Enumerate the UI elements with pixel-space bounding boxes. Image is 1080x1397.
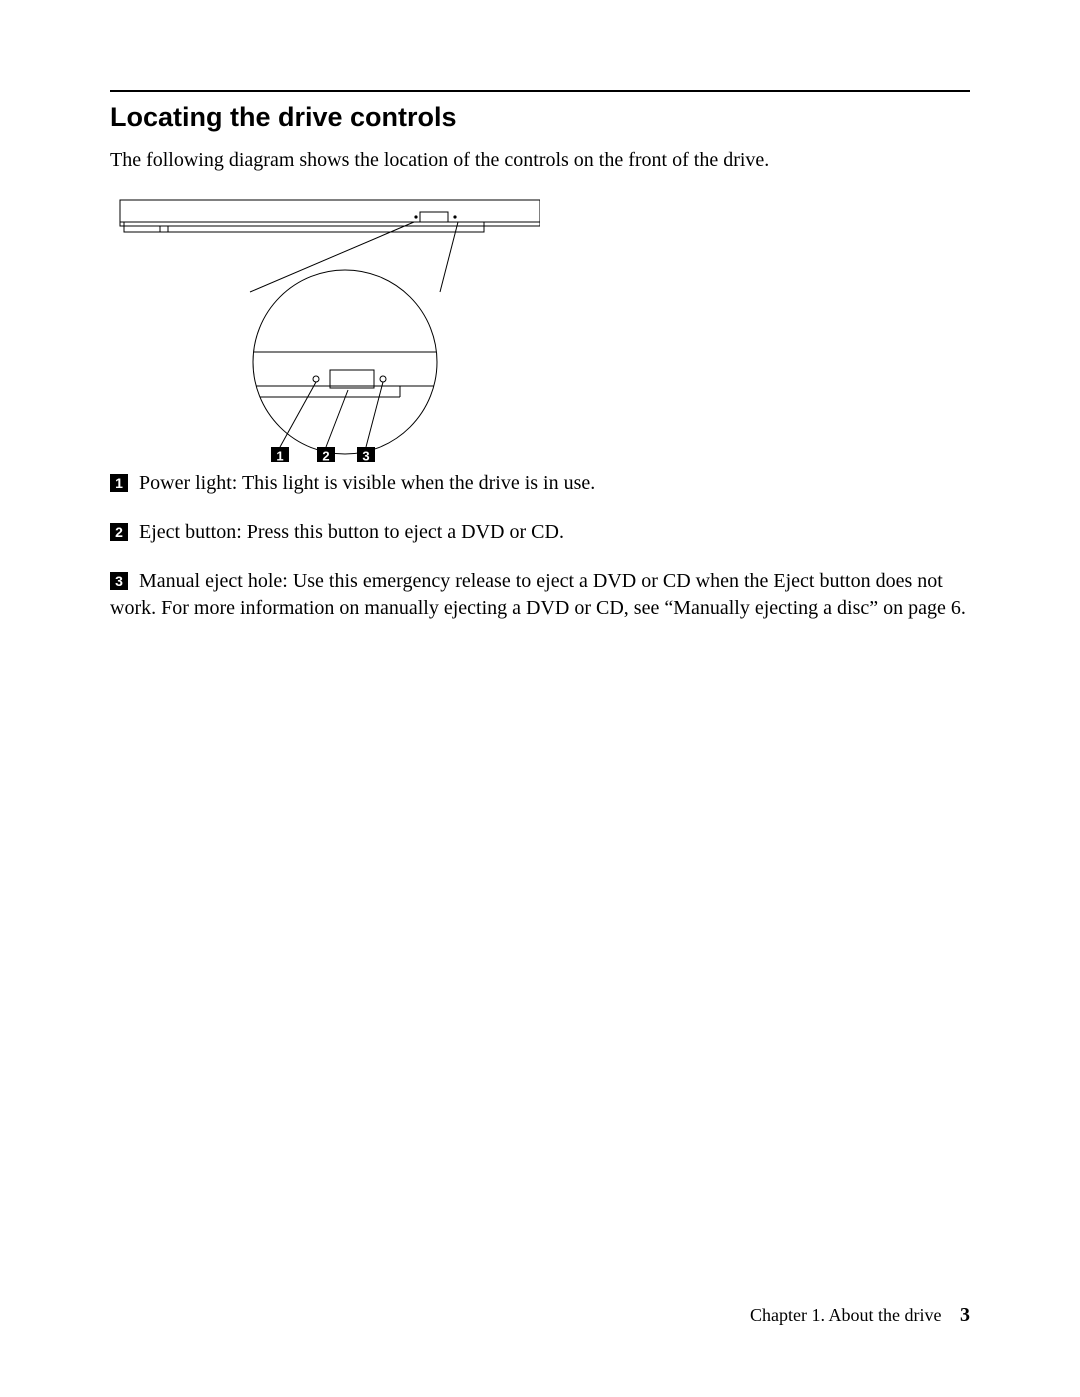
section-rule [110, 90, 970, 92]
footer-chapter: Chapter 1. About the drive [750, 1305, 941, 1325]
item-3: 3 Manual eject hole: Use this emergency … [110, 568, 970, 622]
footer-page-number: 3 [960, 1304, 970, 1326]
svg-text:3: 3 [362, 449, 369, 463]
item-2-text: Eject button: Press this button to eject… [139, 521, 564, 543]
item-1: 1 Power light: This light is visible whe… [110, 470, 970, 497]
page-footer: Chapter 1. About the drive 3 [750, 1304, 970, 1327]
item-2: 2 Eject button: Press this button to eje… [110, 519, 970, 546]
item-1-text: Power light: This light is visible when … [139, 472, 595, 494]
item-2-callout: 2 [110, 523, 128, 541]
svg-text:1: 1 [276, 449, 283, 463]
item-1-callout: 1 [110, 474, 128, 492]
svg-text:2: 2 [322, 449, 329, 463]
section-heading: Locating the drive controls [110, 102, 970, 133]
item-3-text: Manual eject hole: Use this emergency re… [110, 570, 966, 619]
page: Locating the drive controls The followin… [0, 0, 1080, 1397]
item-3-callout: 3 [110, 572, 128, 590]
drive-controls-diagram: 1 2 3 [110, 192, 540, 462]
intro-paragraph: The following diagram shows the location… [110, 147, 970, 174]
